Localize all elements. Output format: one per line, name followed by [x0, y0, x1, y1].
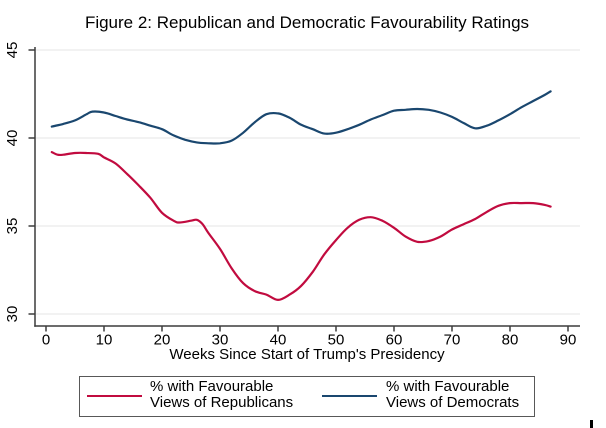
- x-tick-label-30: 30: [212, 332, 229, 349]
- x-tick-label-70: 70: [444, 332, 461, 349]
- x-tick-label-90: 90: [560, 332, 577, 349]
- series-republicans-line: [50, 151, 552, 301]
- x-tick-label-10: 10: [96, 332, 113, 349]
- y-tick-label-40: 40: [4, 130, 21, 147]
- legend-label-republicans-line2: Views of Republicans: [150, 394, 294, 411]
- legend: % with Favourable Views of Republicans %…: [79, 376, 535, 417]
- x-tick-label-0: 0: [42, 332, 50, 349]
- y-tick-label-45: 45: [4, 42, 21, 59]
- cursor-artifact: [590, 420, 593, 428]
- y-tick-label-35: 35: [4, 218, 21, 235]
- chart-title: Figure 2: Republican and Democratic Favo…: [84, 13, 530, 32]
- legend-swatch-democrats: [322, 395, 377, 397]
- x-tick-label-40: 40: [270, 332, 287, 349]
- x-tick-label-50: 50: [328, 332, 345, 349]
- x-tick-label-60: 60: [386, 332, 403, 349]
- legend-label-republicans-line1: % with Favourable: [150, 378, 274, 395]
- legend-swatch-republicans: [87, 395, 142, 397]
- x-tick-label-20: 20: [154, 332, 171, 349]
- series-democrats-line: [50, 90, 552, 145]
- x-tick-label-80: 80: [502, 332, 519, 349]
- legend-label-democrats: % with Favourable Views of Democrats: [386, 379, 519, 411]
- legend-label-republicans: % with Favourable Views of Republicans: [150, 379, 293, 411]
- legend-label-democrats-line1: % with Favourable: [386, 378, 510, 395]
- legend-label-democrats-line2: Views of Democrats: [386, 394, 520, 411]
- y-tick-label-30: 30: [4, 306, 21, 323]
- x-axis-label: Weeks Since Start of Trump's Presidency: [169, 346, 445, 363]
